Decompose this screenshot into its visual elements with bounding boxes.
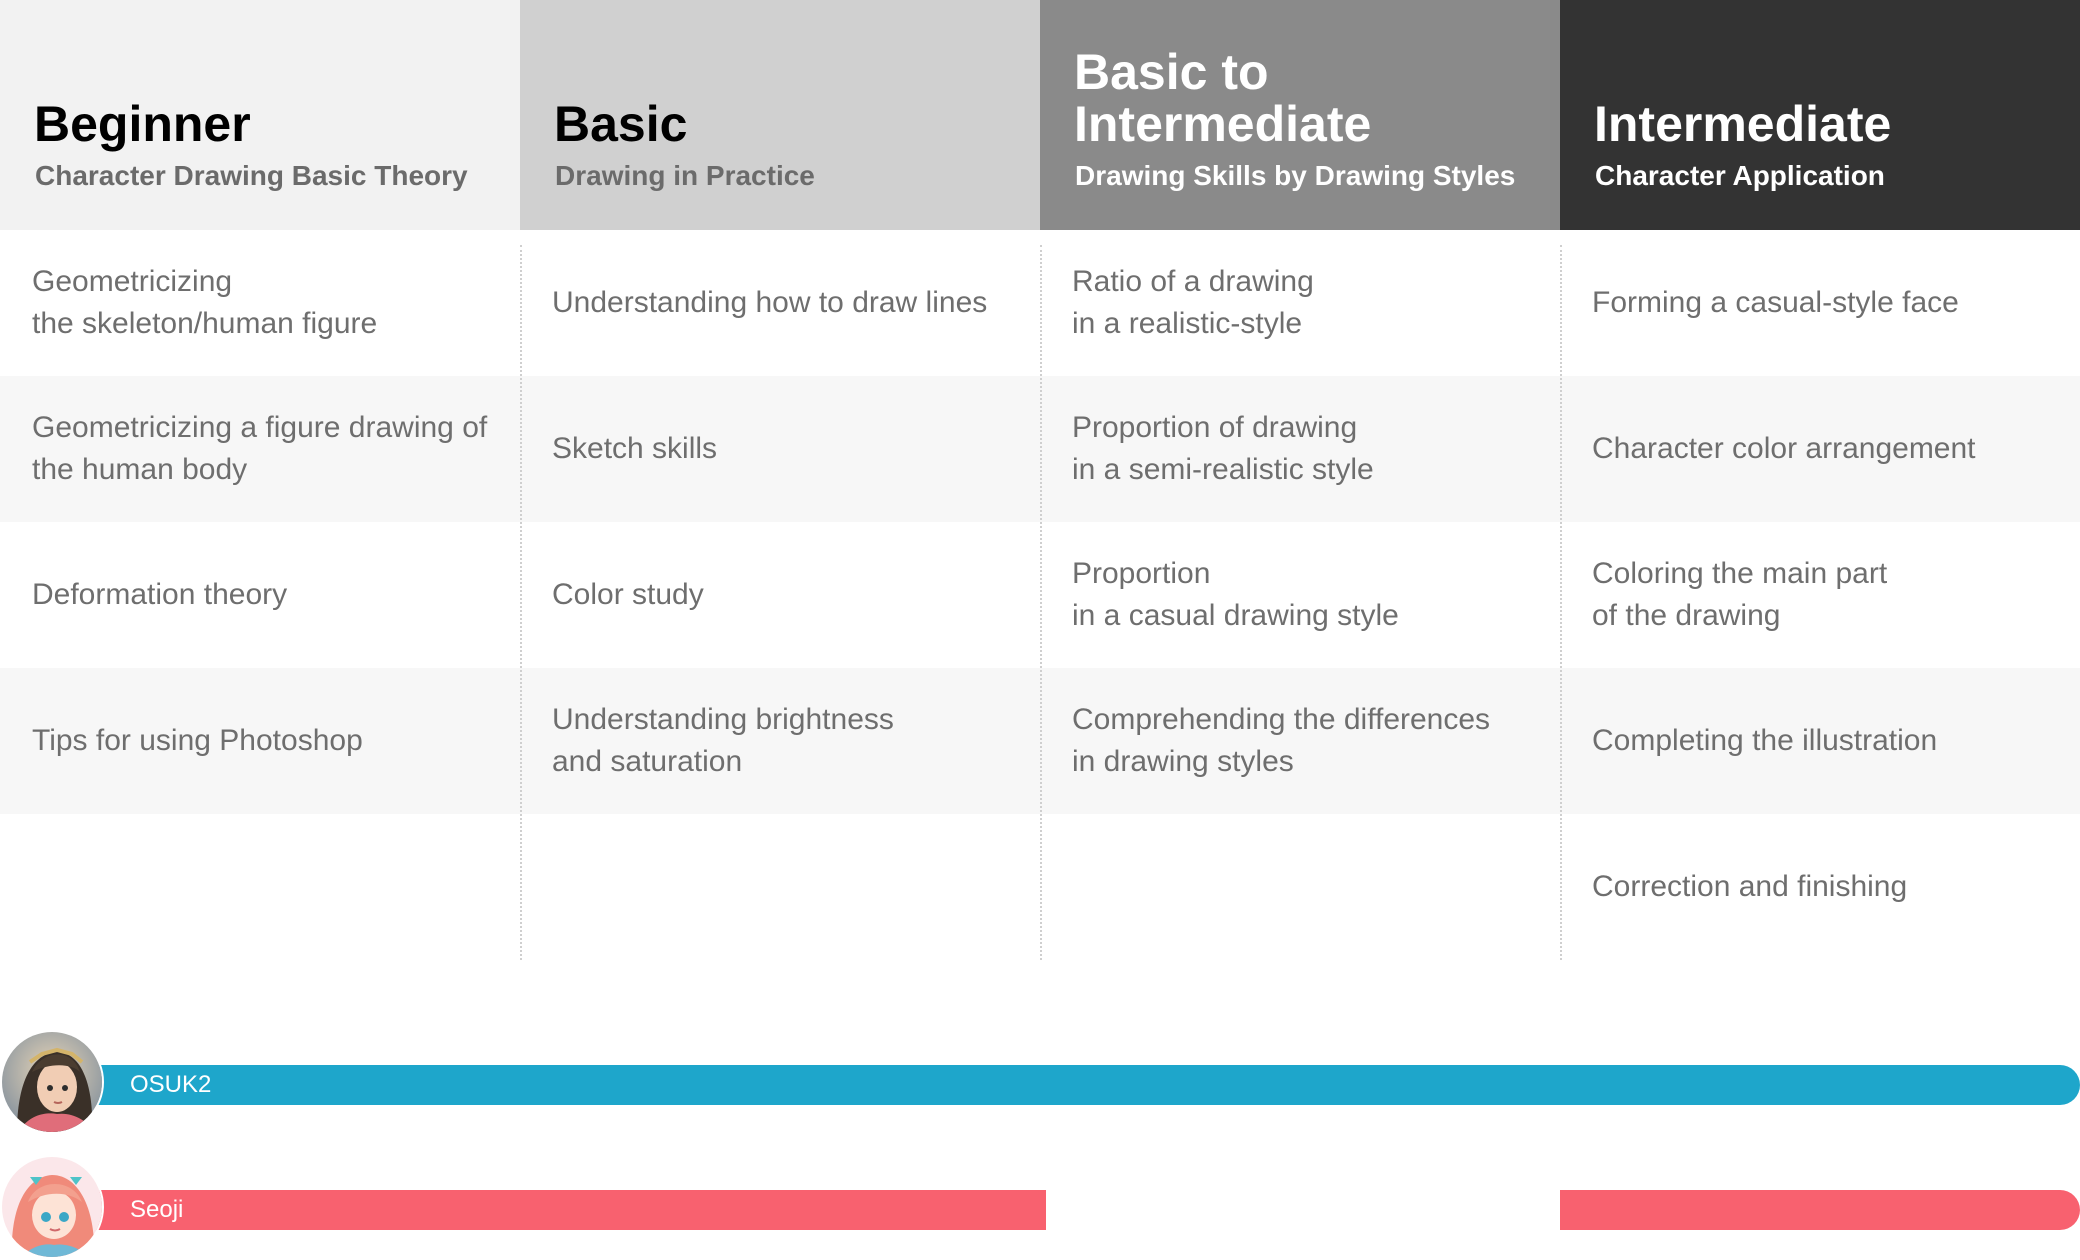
column-divider [1560,245,1562,960]
avatar-illustration [2,1157,102,1257]
curriculum-grid: Beginner Character Drawing Basic Theory … [0,0,2080,960]
lesson-item: Tips for using Photoshop [0,668,520,814]
lesson-item: Character color arrangement [1560,376,2080,522]
lesson-item: Understanding how to draw lines [552,286,988,319]
level-column-intermediate: Intermediate Character Application Formi… [1560,0,2080,960]
level-subtitle: Drawing Skills by Drawing Styles [1075,160,1516,191]
lesson-item: Geometricizing a figure drawing of the h… [0,376,520,522]
column-divider [1040,245,1042,960]
lesson-item: Comprehending the differences in drawing… [1040,668,1560,814]
lesson-item: Geometricizing the skeleton/human figure [32,265,378,340]
level-title: Intermediate [1594,96,1892,152]
level-column-basic: Basic Drawing in Practice Understanding … [520,0,1040,960]
avatar-illustration [2,1032,102,1132]
lesson-item: Color study [552,578,704,611]
level-header: Beginner Character Drawing Basic Theory [0,0,520,230]
level-header: Basic to Intermediate Drawing Skills by … [1040,0,1560,230]
instructor-track-seoji: Seoji [0,1150,2080,1259]
lesson-item: Understanding brightness and saturation [520,668,1040,814]
lesson-item: Coloring the main part of the drawing [1592,557,1888,632]
level-title: Beginner [34,96,251,152]
instructor-name: OSUK2 [130,1071,212,1098]
instructor-avatar[interactable] [0,1155,104,1259]
lesson-item: Completing the illustration [1560,668,2080,814]
level-subtitle: Character Drawing Basic Theory [35,160,468,191]
instructor-name: Seoji [130,1196,184,1223]
lesson-item: Proportion in a casual drawing style [1072,557,1399,632]
lesson-item: Correction and finishing [1592,870,1908,903]
lesson-item: Deformation theory [32,578,288,611]
level-subtitle: Drawing in Practice [555,160,815,191]
lesson-item: Sketch skills [520,376,1040,522]
coverage-bar-segment [60,1190,1046,1230]
level-title: Basic [554,96,688,152]
level-header: Intermediate Character Application [1560,0,2080,230]
coverage-bar-segment [1560,1190,2080,1230]
instructor-track-osuk2: OSUK2 [0,1025,2080,1134]
lesson-item: Forming a casual-style face [1592,286,1959,319]
lesson-item: Proportion of drawing in a semi-realisti… [1040,376,1560,522]
level-header: Basic Drawing in Practice [520,0,1040,230]
instructor-avatar[interactable] [0,1030,104,1134]
lesson-item: Ratio of a drawing in a realistic-style [1072,265,1314,340]
coverage-bar [60,1065,2080,1105]
level-column-basic-to-intermediate: Basic to Intermediate Drawing Skills by … [1040,0,1560,960]
column-divider [520,245,522,960]
level-title: Basic to Intermediate [1074,44,1372,152]
level-column-beginner: Beginner Character Drawing Basic Theory … [0,0,520,960]
level-subtitle: Character Application [1595,160,1885,191]
